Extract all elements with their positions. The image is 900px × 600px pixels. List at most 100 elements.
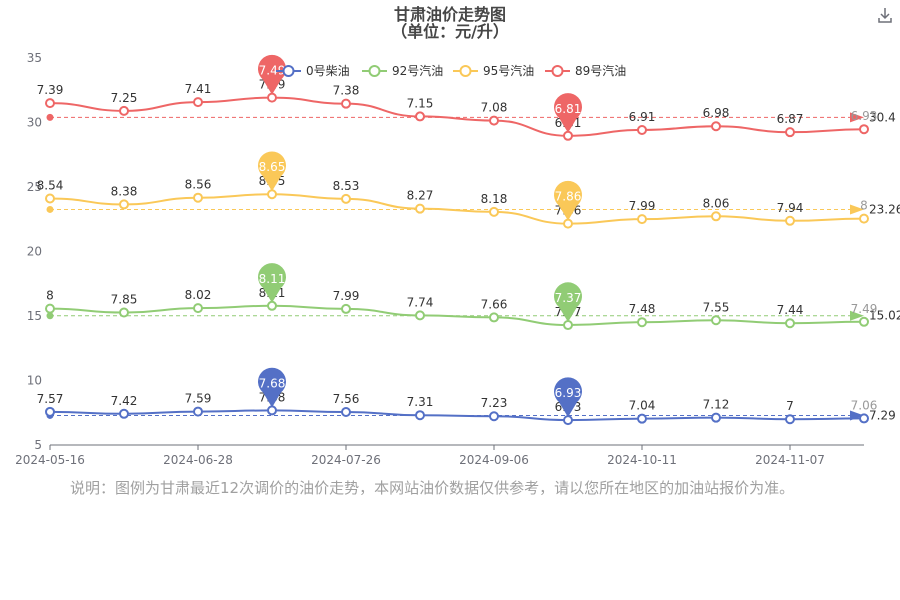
x-tick-label: 2024-05-16: [15, 453, 85, 467]
x-tick-label: 2024-11-07: [755, 453, 825, 467]
data-label: 7.56: [333, 392, 360, 406]
data-label: 6.98: [703, 106, 730, 120]
average-line-start-dot: [46, 312, 54, 320]
data-point: [119, 199, 129, 210]
data-point: [267, 405, 277, 416]
data-point: [341, 193, 351, 204]
data-label: 7.48: [629, 302, 656, 316]
legend-item-0[interactable]: 0号柴油: [276, 64, 350, 78]
data-point: [785, 414, 795, 425]
data-point: [785, 318, 795, 329]
data-point: [193, 303, 203, 314]
data-point: [711, 315, 721, 326]
max-min-pins: 7.68 6.93 8.11 7.37 8.65 7.86 7.49 6.81: [258, 54, 583, 418]
y-tick-label: 10: [27, 374, 42, 388]
data-label: 8.27: [407, 189, 434, 203]
data-label: 7.39: [37, 83, 64, 97]
chart-subtitle: （单位：元/升）: [391, 22, 509, 41]
data-point: [119, 408, 129, 419]
data-point: [489, 115, 499, 126]
data-label: 8.56: [185, 178, 212, 192]
data-point: [637, 124, 647, 135]
legend-marker: [368, 65, 381, 77]
min-pin-label: 7.37: [555, 291, 582, 305]
data-point: [415, 410, 425, 421]
data-label: 7.15: [407, 96, 434, 110]
y-tick-label: 20: [27, 245, 42, 259]
average-line-label: 23.26: [869, 202, 900, 216]
data-label: 8.54: [37, 178, 64, 192]
legend-item-3[interactable]: 89号汽油: [545, 63, 626, 78]
data-point: [45, 303, 55, 314]
data-point: [637, 413, 647, 424]
data-point: [119, 307, 129, 318]
legend[interactable]: 0号柴油 92号汽油 95号汽油 89号汽油: [276, 63, 626, 78]
data-point: [415, 310, 425, 321]
data-point: [489, 206, 499, 217]
data-point: [563, 218, 573, 229]
data-label: 7.12: [703, 398, 730, 412]
max-pin: [258, 367, 286, 408]
average-lines: 7.29 15.02 23.26 30.4: [46, 110, 900, 422]
download-icon[interactable]: [876, 6, 894, 24]
data-label: 7.94: [777, 201, 804, 215]
data-point: [637, 214, 647, 225]
y-tick-label: 15: [27, 309, 42, 323]
data-label: 7.42: [111, 394, 138, 408]
data-point: [45, 98, 55, 109]
data-label: 7.08: [481, 101, 508, 115]
data-label: 7.31: [407, 395, 434, 409]
data-label: 8: [46, 289, 54, 303]
average-line-label: 7.29: [869, 408, 896, 422]
data-label: 8.18: [481, 192, 508, 206]
data-point: [267, 189, 277, 200]
data-point: [45, 406, 55, 417]
data-label: 8.53: [333, 179, 360, 193]
data-point: [119, 105, 129, 116]
average-line-arrow: [850, 310, 864, 321]
data-point: [711, 211, 721, 222]
data-point: [563, 130, 573, 141]
data-label: 7.25: [111, 91, 138, 105]
legend-marker: [282, 65, 295, 77]
data-point: [859, 316, 869, 327]
data-label: 7.38: [333, 84, 360, 98]
data-point: [267, 92, 277, 103]
data-label: 6.87: [777, 112, 804, 126]
data-point: [267, 300, 277, 311]
data-label: 7.06: [851, 398, 878, 412]
min-pin-label: 6.81: [555, 102, 582, 116]
data-point: [415, 203, 425, 214]
series-line-0: [49, 409, 865, 422]
max-pin-label: 8.65: [259, 160, 286, 174]
legend-label: 89号汽油: [575, 63, 626, 78]
min-pin-label: 6.93: [555, 386, 582, 400]
data-label: 7.04: [629, 399, 656, 413]
x-tick-label: 2024-09-06: [459, 453, 529, 467]
data-label: 7.55: [703, 300, 730, 314]
data-label: 7.59: [185, 392, 212, 406]
chart-note: 说明：图例为甘肃最近12次调价的油价走势，本网站油价数据仅供参考，请以您所在地区…: [70, 479, 795, 497]
average-line-start-dot: [46, 205, 54, 213]
legend-item-2[interactable]: 95号汽油: [453, 63, 534, 78]
x-tick-label: 2024-10-11: [607, 453, 677, 467]
data-label: 7.85: [111, 293, 138, 307]
min-pin: [554, 282, 583, 323]
data-point: [489, 312, 499, 323]
data-label: 8.06: [703, 196, 730, 210]
data-label: 7.41: [185, 82, 212, 96]
data-point: [341, 406, 351, 417]
data-label: 7.49: [851, 302, 878, 316]
data-point: [193, 406, 203, 417]
data-point: [859, 124, 869, 135]
average-line-label: 15.02: [869, 309, 900, 323]
legend-label: 95号汽油: [483, 63, 534, 78]
average-line-label: 30.4: [869, 110, 896, 124]
data-label: 7.23: [481, 396, 508, 410]
data-point: [785, 215, 795, 226]
series-line-3: [49, 96, 865, 137]
legend-item-1[interactable]: 92号汽油: [362, 63, 443, 78]
data-point: [489, 411, 499, 422]
average-line-start-dot: [46, 113, 54, 121]
